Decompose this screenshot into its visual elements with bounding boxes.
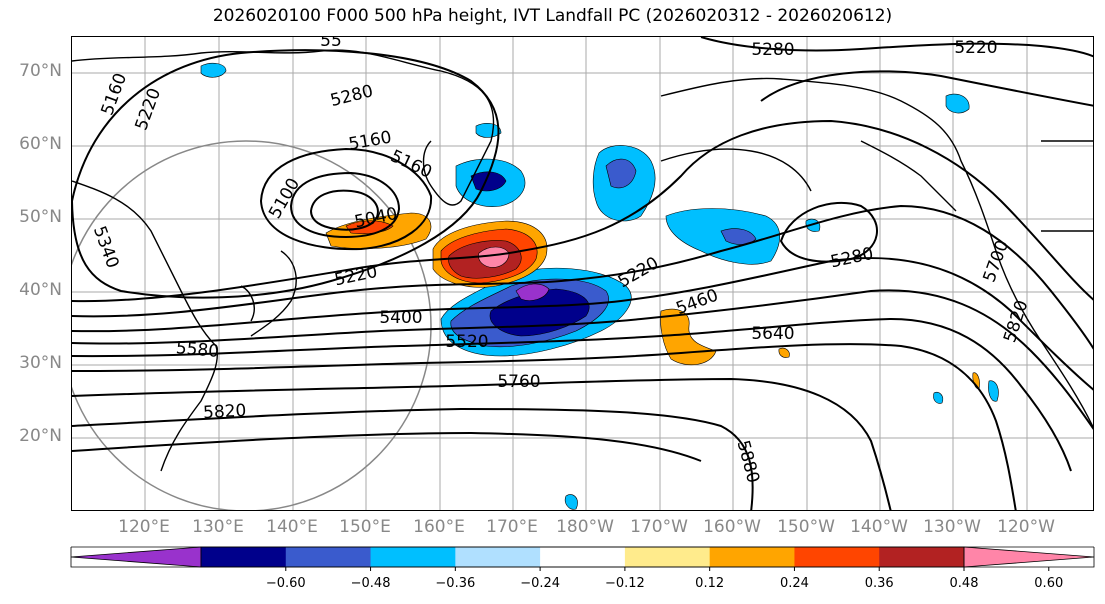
ivt-shading (200, 62, 999, 510)
lon-label-120w: 120°W (997, 517, 1055, 537)
contour-label: 5160 (387, 146, 435, 182)
contour-label: 5280 (328, 81, 375, 111)
lat-label-20n: 20°N (19, 426, 62, 446)
colorbar-tick-label: 0.36 (864, 576, 894, 591)
height-contours (72, 37, 1093, 510)
lon-label-130e: 130°E (192, 517, 244, 537)
lon-label-150e: 150°E (339, 517, 391, 537)
contour-label: 5880 (733, 438, 764, 485)
lat-label-70n: 70°N (19, 61, 62, 81)
colorbar (70, 546, 1095, 571)
colorbar-tick-label: −0.12 (604, 576, 645, 591)
colorbar-tick-label: 0.48 (949, 576, 979, 591)
lon-label-170w: 170°W (630, 517, 688, 537)
colorbar-segment (709, 547, 795, 567)
lat-label-60n: 60°N (19, 134, 62, 154)
contour-label: 5760 (497, 372, 540, 392)
coastlines (72, 49, 1093, 472)
lat-label-30n: 30°N (19, 353, 62, 373)
contour-labels: 5280 5220 5160 5220 5280 5160 5160 5100 … (89, 37, 1033, 485)
colorbar-tick-label: −0.24 (520, 576, 561, 591)
contour-label: 5820 (203, 401, 247, 423)
lon-label-140w: 140°W (850, 517, 908, 537)
lon-label-160e: 160°E (413, 517, 465, 537)
contour-label: 5340 (89, 224, 123, 271)
contour-label: 5400 (379, 308, 422, 328)
contour-label: 5280 (751, 40, 794, 60)
contour-label: 5280 (829, 244, 875, 273)
map-svg: 5280 5220 5160 5220 5280 5160 5160 5100 … (72, 37, 1093, 510)
colorbar-tick-label: 0.60 (1034, 576, 1064, 591)
colorbar-tick-label: −0.60 (265, 576, 306, 591)
colorbar-segment (370, 547, 456, 567)
colorbar-tick-label: 0.12 (695, 576, 725, 591)
colorbar-segment (285, 547, 372, 567)
colorbar-tick-label: −0.36 (435, 576, 476, 591)
colorbar-segment (455, 547, 541, 567)
contour-label: 5520 (445, 332, 488, 352)
lon-label-170e: 170°E (486, 517, 538, 537)
lon-label-120e: 120°E (118, 517, 170, 537)
colorbar-segment (879, 547, 965, 567)
lon-label-140e: 140°E (266, 517, 318, 537)
lat-label-50n: 50°N (19, 207, 62, 227)
radius-circle (72, 140, 432, 510)
map-title: 2026020100 F000 500 hPa height, IVT Land… (212, 6, 893, 26)
contour-label: 5100 (265, 175, 304, 222)
colorbar-segment (70, 546, 202, 568)
contour-label: 5220 (333, 262, 379, 291)
colorbar-segment (794, 547, 880, 567)
lon-label-180w: 180°W (556, 517, 614, 537)
colorbar-segment (624, 547, 711, 567)
lat-label-40n: 40°N (19, 280, 62, 300)
lon-label-160w: 160°W (703, 517, 761, 537)
contour-label: 5640 (751, 324, 794, 344)
contour-label: 5160 (347, 127, 393, 154)
contour-label: 5220 (954, 38, 997, 58)
colorbar-tick-label: 0.24 (779, 576, 809, 591)
colorbar-segment (540, 547, 626, 567)
lon-label-150w: 150°W (777, 517, 835, 537)
colorbar-segment (201, 547, 287, 567)
contour-label: 5220 (615, 253, 662, 292)
colorbar-tick-label: −0.48 (350, 576, 391, 591)
contour-label: 5700 (980, 238, 1014, 285)
contour-label: 55 (320, 37, 342, 51)
colorbar-segment (963, 546, 1095, 568)
lon-label-130w: 130°W (923, 517, 981, 537)
contour-label: 5580 (175, 338, 220, 362)
contour-label: 5160 (98, 71, 132, 118)
map-panel: 5280 5220 5160 5220 5280 5160 5160 5100 … (71, 36, 1094, 511)
